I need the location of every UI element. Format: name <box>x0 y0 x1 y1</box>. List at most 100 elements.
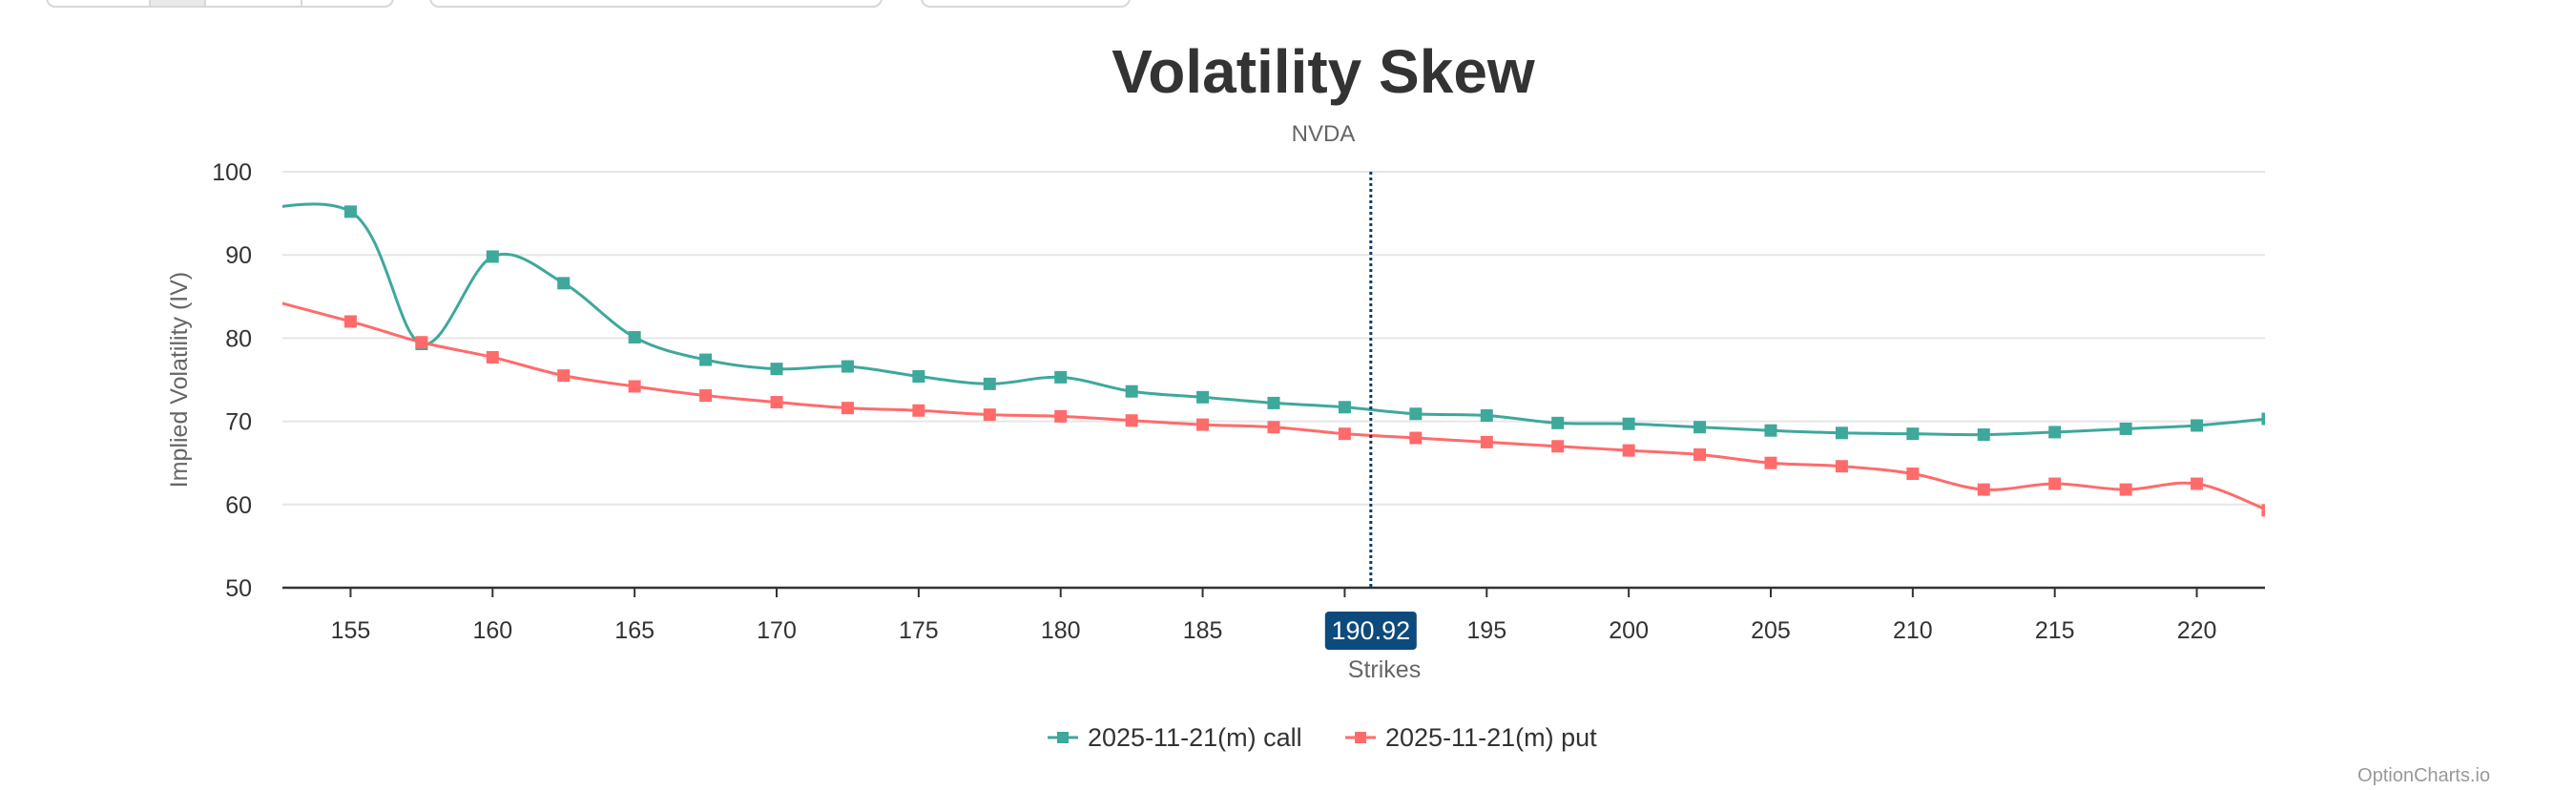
data-point[interactable] <box>1977 428 1990 442</box>
chart-title: Volatility Skew <box>1111 37 1535 106</box>
data-point[interactable] <box>1409 407 1423 421</box>
data-point[interactable] <box>1480 408 1493 422</box>
data-point[interactable] <box>1906 427 1920 441</box>
x-tick-label: 210 <box>1893 617 1933 644</box>
y-tick-label: 80 <box>225 325 252 352</box>
y-tick-label: 90 <box>225 242 252 269</box>
x-tick-label: 180 <box>1041 617 1081 644</box>
data-point[interactable] <box>343 315 357 328</box>
series-call[interactable] <box>209 202 2275 442</box>
series-line[interactable] <box>209 202 2268 437</box>
legend-item-put[interactable]: 2025-11-21(m) put <box>1345 723 1597 752</box>
series-put[interactable] <box>209 284 2275 517</box>
credit-link[interactable]: OptionCharts.io <box>2358 765 2490 786</box>
legend[interactable]: 2025-11-21(m) call 2025-11-21(m) put <box>1048 723 1597 752</box>
data-point[interactable] <box>1125 385 1138 398</box>
legend-marker <box>1355 732 1366 743</box>
data-point[interactable] <box>1409 431 1423 445</box>
data-point[interactable] <box>912 370 925 384</box>
data-point[interactable] <box>2048 477 2062 490</box>
data-point[interactable] <box>557 277 571 290</box>
data-point[interactable] <box>1054 370 1068 384</box>
data-point[interactable] <box>1551 440 1565 453</box>
x-axis-tick-labels: 1551601651701751801851901952002052102152… <box>331 617 2217 644</box>
y-tick-label: 70 <box>225 409 252 436</box>
data-point[interactable] <box>1267 421 1280 434</box>
data-point[interactable] <box>2119 422 2132 435</box>
data-point[interactable] <box>1764 424 1777 437</box>
data-point[interactable] <box>1977 483 1990 496</box>
data-point[interactable] <box>841 360 854 373</box>
series-line[interactable] <box>209 284 2268 511</box>
data-point[interactable] <box>415 336 428 349</box>
data-point[interactable] <box>628 331 641 344</box>
x-tick-label: 155 <box>331 617 371 644</box>
x-tick-label: 160 <box>472 617 512 644</box>
data-point[interactable] <box>2261 412 2274 426</box>
data-point[interactable] <box>1551 416 1565 429</box>
toolbar-toggle-active-segment[interactable] <box>149 0 206 8</box>
data-point[interactable] <box>1622 444 1635 457</box>
x-tick-label: 200 <box>1609 617 1649 644</box>
legend-item-call[interactable]: 2025-11-21(m) call <box>1048 723 1302 752</box>
data-point[interactable] <box>2191 477 2204 490</box>
chart-subtitle: NVDA <box>1292 121 1356 147</box>
data-point[interactable] <box>1338 401 1351 414</box>
data-point[interactable] <box>1267 396 1280 409</box>
x-tick-label: 215 <box>2035 617 2075 644</box>
data-point[interactable] <box>1764 456 1777 469</box>
data-point[interactable] <box>343 205 357 218</box>
data-point[interactable] <box>841 402 854 415</box>
y-tick-label: 60 <box>225 492 252 519</box>
data-point[interactable] <box>2119 483 2132 496</box>
data-point[interactable] <box>486 350 499 364</box>
x-tick-label: 220 <box>2177 617 2217 644</box>
data-point[interactable] <box>628 380 641 393</box>
data-point[interactable] <box>1196 418 1210 431</box>
legend-label[interactable]: 2025-11-21(m) call <box>1088 723 1302 752</box>
x-tick-label: 175 <box>899 617 939 644</box>
x-tick-label: 185 <box>1183 617 1223 644</box>
data-point[interactable] <box>1835 426 1848 440</box>
crosshair-label-box <box>1324 612 1417 650</box>
data-point[interactable] <box>2191 419 2204 432</box>
data-point[interactable] <box>486 250 499 263</box>
x-tick-label: 165 <box>614 617 654 644</box>
series-layer[interactable] <box>209 202 2275 517</box>
data-point[interactable] <box>1125 414 1138 427</box>
x-tick-label: 195 <box>1466 617 1506 644</box>
data-point[interactable] <box>2048 426 2062 439</box>
data-point[interactable] <box>912 404 925 417</box>
data-point[interactable] <box>1622 417 1635 430</box>
data-point[interactable] <box>983 377 996 390</box>
data-point[interactable] <box>557 369 571 383</box>
data-point[interactable] <box>1835 460 1848 473</box>
y-tick-label: 100 <box>212 159 252 186</box>
y-tick-label: 50 <box>225 575 252 602</box>
y-axis-title: Implied Volatility (IV) <box>166 272 193 488</box>
data-point[interactable] <box>699 353 713 366</box>
toolbar-toggle-divider <box>301 0 302 8</box>
data-point[interactable] <box>1054 409 1068 423</box>
y-axis-tick-labels: 50 60 70 80 90 100 <box>212 159 252 602</box>
x-axis-ticks <box>349 588 2198 597</box>
data-point[interactable] <box>1906 468 1920 481</box>
legend-label[interactable]: 2025-11-21(m) put <box>1385 723 1597 752</box>
legend-marker <box>1057 732 1069 743</box>
data-point[interactable] <box>983 408 996 422</box>
data-point[interactable] <box>1196 390 1210 404</box>
data-point[interactable] <box>770 363 783 376</box>
data-point[interactable] <box>1338 427 1351 441</box>
data-point[interactable] <box>770 396 783 409</box>
x-tick-label: 205 <box>1751 617 1791 644</box>
data-point[interactable] <box>1693 447 1707 461</box>
data-point[interactable] <box>2261 504 2274 517</box>
x-tick-label: 170 <box>757 617 797 644</box>
data-point[interactable] <box>1480 435 1493 448</box>
data-point[interactable] <box>1693 421 1707 434</box>
data-point[interactable] <box>699 389 713 403</box>
x-axis-title: Strikes <box>1348 656 1421 683</box>
grid-lines <box>282 171 2265 506</box>
crosshair-label: 190.92 <box>1332 616 1411 645</box>
